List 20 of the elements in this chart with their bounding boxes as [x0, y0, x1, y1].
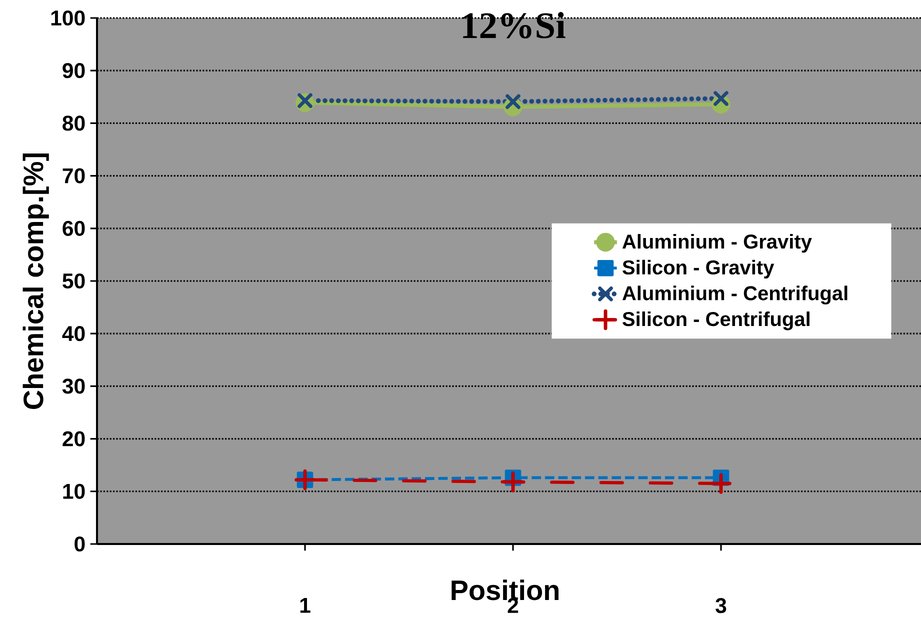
- y-tick-label: 0: [74, 536, 85, 552]
- y-tick-label: 60: [62, 220, 85, 236]
- y-tick-label: 30: [62, 378, 85, 394]
- y-tick-label: 50: [62, 273, 85, 289]
- y-tick-label: 10: [63, 484, 85, 499]
- y-tick-label: 90: [62, 63, 85, 78]
- legend-label: Silicon - Centrifugal: [622, 311, 810, 330]
- y-tick-label: 80: [62, 116, 85, 131]
- y-tick-label: 20: [62, 431, 85, 446]
- legend-label: Silicon - Gravity: [622, 260, 774, 278]
- x-tick-label: 1: [300, 598, 310, 613]
- y-tick-label: 70: [62, 168, 85, 184]
- legend-label: Aluminium - Centrifugal: [622, 286, 848, 304]
- x-tick-label: 3: [716, 598, 726, 614]
- x-axis-title: Position: [452, 580, 558, 600]
- y-axis-title: Chemical comp.[%]: [22, 153, 49, 409]
- chart-title: 12%Si: [463, 12, 566, 38]
- y-tick-label: 100: [51, 10, 85, 26]
- legend-label: Aluminium - Gravity: [622, 234, 812, 253]
- y-tick-label: 40: [62, 326, 85, 342]
